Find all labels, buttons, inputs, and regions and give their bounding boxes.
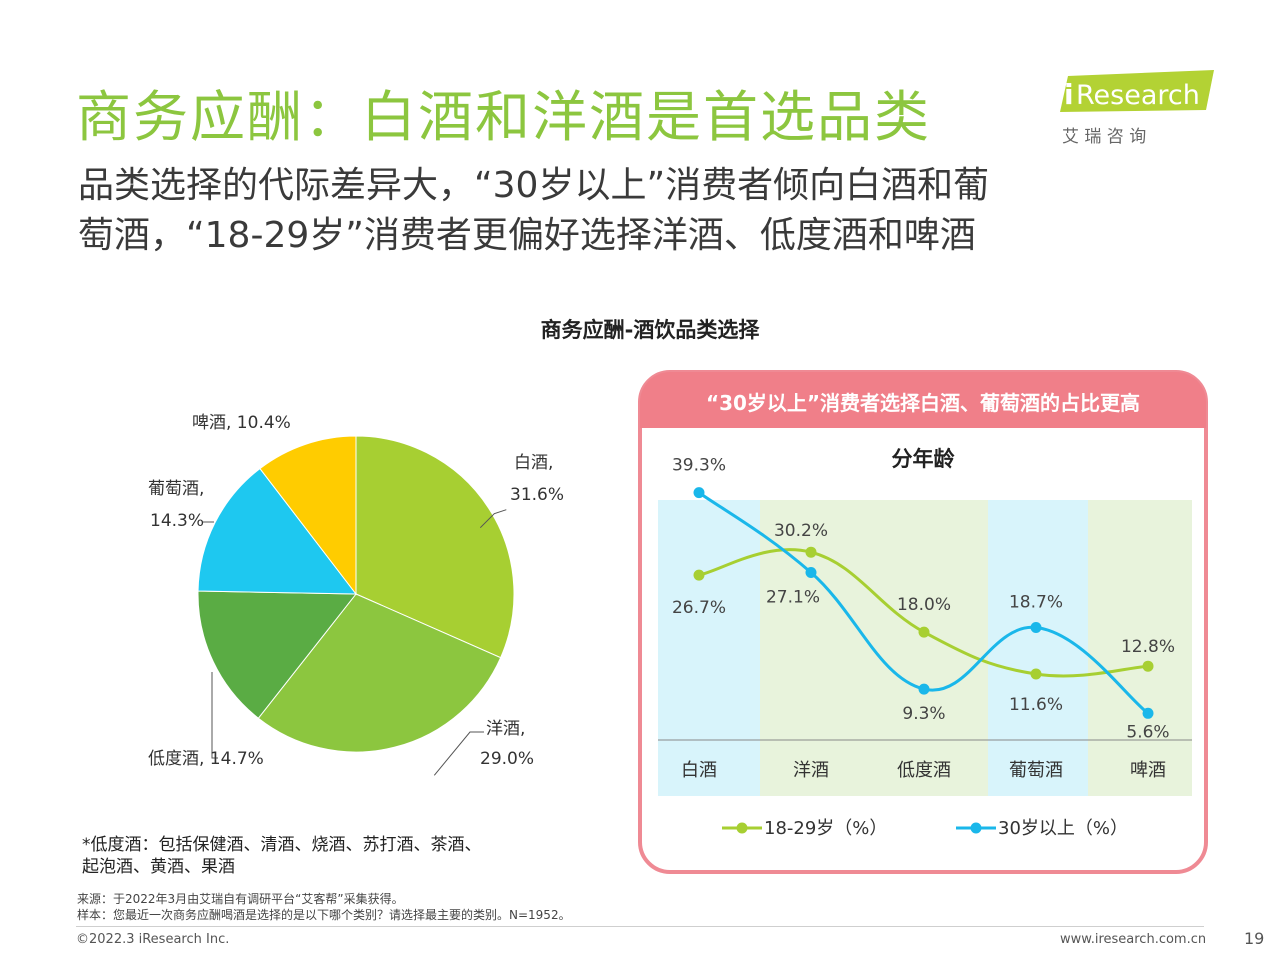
series-1-point-4: [1030, 668, 1042, 680]
subtitle-line-2: 萄酒，“18-29岁”消费者更偏好选择洋酒、低度酒和啤酒: [78, 215, 976, 256]
source-line: 来源：于2022年3月由艾瑞自有调研平台“艾客帮”采集获得。: [77, 892, 404, 906]
panel-banner-text: “30岁以上”消费者选择白酒、葡萄酒的占比更高: [706, 391, 1140, 415]
category-band-4: [1088, 500, 1192, 796]
line-chart-title: 分年龄: [892, 447, 956, 471]
logo-cn: 艾 瑞 咨 询: [1062, 127, 1146, 146]
footnote-line-2: 起泡酒、黄酒、果酒: [82, 857, 235, 877]
logo-badge: [1060, 70, 1214, 112]
category-band-1: [658, 500, 760, 796]
legend-label-1: 18-29岁（%）: [764, 818, 887, 839]
x-tick-4: 葡萄酒: [1009, 760, 1063, 781]
pie-slice-4: [197, 467, 358, 595]
x-tick-5: 啤酒: [1130, 760, 1166, 781]
category-band-3: [988, 500, 1088, 796]
series-2-label-5: 5.6%: [1126, 722, 1169, 742]
line-series: [693, 487, 1154, 719]
series-1-point-2: [805, 546, 817, 558]
chart-title: 商务应酬-酒饮品类选择: [540, 318, 760, 342]
x-tick-3: 低度酒: [897, 760, 951, 781]
page-number: 19: [1244, 929, 1265, 948]
data-labels: 26.7% 30.2% 18.0% 11.6% 12.8% 39.3% 27.1% 9.3% 1…: [672, 456, 1175, 743]
series-1-label-2: 30.2%: [774, 521, 828, 541]
series-2-point-5: [1142, 707, 1154, 719]
pie-label-3: 低度酒, 14.7%: [148, 749, 264, 769]
x-axis-tick-labels: 白酒 洋酒 低度酒 葡萄酒 啤酒: [681, 760, 1166, 781]
pie-slice-2: [257, 593, 502, 753]
pie-labels: 白酒, 31.6% 洋酒, 29.0% 低度酒, 14.7% 葡萄酒, 14.3% 啤酒, 1…: [148, 413, 564, 769]
pie-chart: 白酒, 31.6% 洋酒, 29.0% 低度酒, 14.7% 葡萄酒, 14.3% 啤酒, 1…: [148, 413, 564, 776]
footer-divider: [76, 926, 1204, 927]
series-2-label-2: 27.1%: [766, 588, 820, 608]
pie-leader-2: [433, 731, 484, 776]
series-2-point-2: [805, 567, 817, 578]
series-1-point-1: [693, 569, 705, 581]
pie-slice-1: [355, 435, 515, 659]
logo-mark: i: [1064, 78, 1074, 111]
website: www.iresearch.com.cn: [1060, 932, 1207, 947]
pie-value-4: 14.3%: [150, 511, 204, 531]
pie-label-4: 葡萄酒,: [148, 479, 204, 499]
pie-slice-5: [259, 435, 357, 596]
pie-slices: [197, 435, 515, 753]
series-1-label-3: 18.0%: [897, 595, 951, 615]
legend: 18-29岁（%） 30岁以上（%）: [722, 818, 1128, 839]
legend-marker-1: [736, 822, 748, 834]
pie-leader-1: [479, 509, 507, 529]
pie-label-5: 啤酒, 10.4%: [192, 413, 291, 433]
legend-label-2: 30岁以上（%）: [998, 818, 1128, 839]
page-title: 商务应酬：白酒和洋酒是首选品类: [76, 85, 932, 149]
legend-marker-2: [970, 822, 982, 834]
iresearch-logo: i Research 艾 瑞 咨 询: [1060, 70, 1214, 146]
copyright: ©2022.3 iResearch Inc.: [76, 932, 230, 947]
series-2-label-1: 39.3%: [672, 456, 726, 476]
series-1-point-3: [918, 626, 930, 638]
series-1-label-1: 26.7%: [672, 598, 726, 618]
logo-text: Research: [1076, 80, 1200, 111]
series-2-point-3: [918, 683, 930, 695]
sample-line: 样本：您最近一次商务应酬喝酒是选择的是以下哪个类别？请选择最主要的类别。N=19…: [77, 908, 571, 922]
series-2-label-3: 9.3%: [902, 704, 945, 724]
age-comparison-panel: “30岁以上”消费者选择白酒、葡萄酒的占比更高 分年龄 白酒 洋酒 低度酒 葡萄酒 啤酒…: [638, 370, 1208, 874]
category-bands: [658, 500, 1192, 796]
series-2-label-4: 18.7%: [1009, 593, 1063, 613]
series-2-point-4: [1030, 622, 1042, 633]
pie-leader-lines: [202, 509, 507, 776]
series-1-label-4: 11.6%: [1009, 695, 1063, 715]
series-1-label-5: 12.8%: [1121, 637, 1175, 657]
pie-leader-3: [211, 672, 218, 759]
pie-label-1: 白酒,: [514, 453, 553, 473]
pie-slice-3: [197, 590, 358, 719]
panel-banner-bg: [640, 372, 1206, 428]
series-2-point-1: [693, 487, 705, 499]
footnote-line-1: *低度酒：包括保健酒、清酒、烧酒、苏打酒、茶酒、: [82, 835, 482, 855]
series-1-point-5: [1142, 660, 1154, 672]
x-tick-1: 白酒: [681, 760, 717, 781]
pie-value-2: 29.0%: [480, 749, 534, 769]
pie-value-1: 31.6%: [510, 485, 564, 505]
subtitle-line-1: 品类选择的代际差异大，“30岁以上”消费者倾向白酒和葡: [78, 165, 990, 206]
x-tick-2: 洋酒: [793, 760, 829, 781]
pie-label-2: 洋酒,: [486, 719, 525, 739]
